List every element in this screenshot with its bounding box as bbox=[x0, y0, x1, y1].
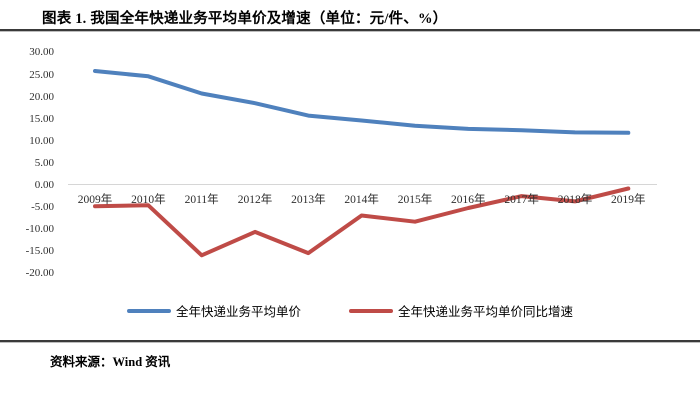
x-axis-tick-label: 2014年 bbox=[344, 194, 379, 206]
y-axis-tick-label: 10.00 bbox=[29, 134, 54, 147]
x-axis-tick-label: 2013年 bbox=[291, 194, 326, 206]
y-axis-tick-label: 5.00 bbox=[34, 156, 54, 169]
x-axis-tick-label: 2011年 bbox=[184, 194, 219, 206]
bottom-divider bbox=[0, 340, 700, 343]
legend-label-growth: 全年快递业务平均单价同比增速 bbox=[398, 305, 574, 319]
y-axis-tick-label: -5.00 bbox=[31, 201, 54, 214]
y-axis-tick-label: 0.00 bbox=[34, 179, 54, 191]
zero-gridline bbox=[68, 184, 657, 185]
x-axis-tick-label: 2018年 bbox=[557, 194, 593, 206]
y-axis-tick-label: 25.00 bbox=[29, 68, 54, 81]
x-axis-tick-label: 2009年 bbox=[77, 194, 113, 206]
x-axis-tick-label: 2015年 bbox=[397, 194, 433, 206]
legend-label-price: 全年快递业务平均单价 bbox=[175, 305, 301, 319]
y-axis-tick-label: 30.00 bbox=[29, 46, 54, 59]
top-divider bbox=[0, 29, 700, 32]
x-axis-tick-label: 2012年 bbox=[237, 194, 273, 206]
page-title: 图表 1. 我国全年快递业务平均单价及增速（单位：元/件、%） bbox=[42, 11, 448, 27]
x-axis-tick-label: 2016年 bbox=[451, 194, 486, 206]
x-axis-tick-label: 2017年 bbox=[504, 194, 539, 206]
y-axis-tick-label: -15.00 bbox=[25, 245, 54, 258]
y-axis-tick-label: 20.00 bbox=[29, 90, 54, 103]
growth-line bbox=[93, 186, 631, 258]
growth-line-swatch bbox=[349, 308, 393, 313]
legend-item-growth: 全年快递业务平均单价同比增速 bbox=[349, 301, 573, 320]
chart-legend: 全年快递业务平均单价 全年快递业务平均单价同比增速 bbox=[0, 301, 700, 320]
price-line bbox=[93, 69, 631, 135]
price-line-swatch bbox=[126, 308, 171, 313]
chart-area: 30.00 25.00 20.00 15.00 10.00 5.00 0.00 -5.00 -1… bbox=[0, 38, 700, 293]
x-axis-tick-label: 2019年 bbox=[611, 194, 646, 206]
y-axis-tick-label: -20.00 bbox=[25, 267, 54, 280]
x-axis-tick-label: 2010年 bbox=[131, 194, 166, 206]
y-axis-tick-label: -10.00 bbox=[25, 223, 54, 236]
plot-lines bbox=[93, 69, 631, 258]
y-axis-tick-label: 15.00 bbox=[29, 112, 54, 125]
legend-item-price: 全年快递业务平均单价 bbox=[126, 301, 301, 320]
source-note: 资料来源：Wind 资讯 bbox=[50, 355, 171, 369]
